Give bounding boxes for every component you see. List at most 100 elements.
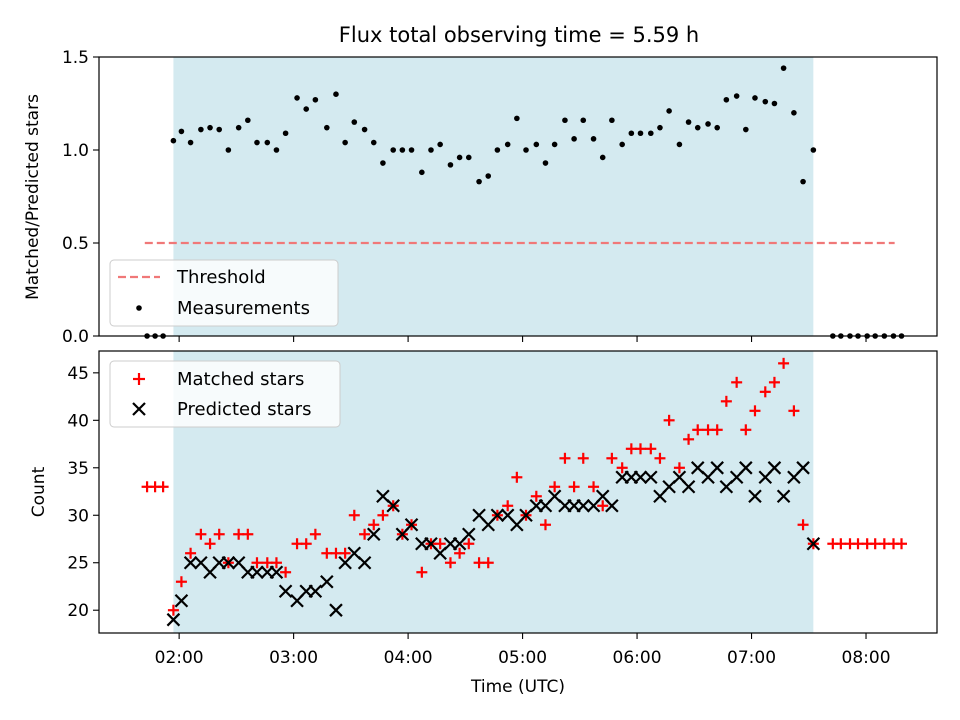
matched-star-marker	[270, 557, 282, 569]
measurement-point	[187, 139, 194, 146]
matched-star-marker	[454, 547, 466, 559]
matched-star-marker	[530, 490, 542, 502]
matched-star-marker	[692, 424, 704, 436]
measurement-point	[647, 130, 654, 137]
matched-star-marker	[597, 500, 609, 512]
measurement-point	[676, 141, 683, 148]
bottom-panel: 02:00 03:00 04:00 05:00 06:00 07:00 08:00 20 25…	[29, 350, 938, 697]
measurement-point	[666, 108, 672, 114]
measurement-point	[771, 100, 778, 107]
matched-star-marker	[577, 452, 589, 464]
matched-star-marker	[416, 566, 428, 578]
measurement-point	[780, 65, 787, 71]
matched-star-marker	[740, 424, 752, 436]
matched-star-marker	[683, 433, 695, 445]
chart-title: Flux total observing time = 5.59 h	[339, 23, 699, 47]
top-y-tick-label: 1.0	[62, 141, 89, 161]
matched-star-marker	[588, 481, 600, 493]
matched-star-marker	[463, 538, 475, 550]
matched-star-marker	[778, 357, 790, 369]
matched-star-marker	[654, 452, 666, 464]
legend-matched-swatch	[133, 373, 145, 385]
matched-star-marker	[157, 481, 169, 493]
matched-star-marker	[434, 538, 446, 550]
predicted-star-marker	[748, 489, 762, 504]
legend-matched-label: Matched stars	[177, 369, 304, 390]
measurement-point	[264, 139, 271, 146]
measurement-point	[504, 141, 511, 148]
measurement-point	[476, 178, 482, 185]
predicted-star-marker	[490, 508, 505, 523]
measurement-point	[628, 130, 635, 137]
matched-star-marker	[896, 538, 908, 550]
matched-star-marker	[368, 519, 380, 531]
matched-star-marker	[549, 481, 561, 493]
measurement-point	[762, 98, 769, 105]
measurement-point	[235, 124, 242, 131]
measurement-point	[465, 154, 472, 161]
matched-star-marker	[300, 538, 312, 550]
matched-star-marker	[339, 547, 351, 559]
bottom-y-tick-label: 20	[67, 601, 89, 621]
measurement-point	[351, 119, 358, 125]
matched-star-marker	[645, 443, 657, 455]
legend-threshold-label: Threshold	[176, 267, 266, 288]
top-panel-frame	[98, 56, 938, 337]
predicted-star-marker	[739, 461, 753, 475]
measurement-point	[743, 126, 749, 133]
measurement-point	[657, 124, 663, 131]
matched-star-marker	[348, 509, 360, 521]
predicted-star-marker	[320, 574, 334, 589]
measurement-point	[254, 139, 260, 146]
predicted-star-marker	[404, 517, 419, 532]
measurement-point	[694, 124, 701, 131]
x-tick-label: 05:00	[498, 648, 547, 668]
measurement-point	[312, 96, 319, 103]
measurement-point	[447, 162, 454, 168]
measurement-point	[225, 147, 232, 153]
matched-star-marker	[663, 414, 675, 426]
matched-star-marker	[539, 519, 551, 531]
matched-star-marker	[482, 557, 494, 569]
measurement-point	[245, 117, 251, 124]
matched-star-marker	[204, 538, 216, 550]
top-y-tick-label: 0.0	[62, 327, 89, 347]
legend-measurements-swatch	[136, 305, 142, 311]
measurement-point	[178, 128, 185, 135]
measurement-point	[380, 160, 386, 166]
measurement-point	[324, 124, 330, 131]
predicted-star-marker	[806, 536, 821, 551]
matched-star-marker	[768, 376, 780, 388]
x-axis-label: Time (UTC)	[470, 677, 565, 697]
matched-star-marker	[568, 481, 580, 493]
measurement-point	[216, 126, 223, 133]
matched-star-marker	[280, 566, 292, 578]
measurement-point	[456, 154, 463, 161]
predicted-star-marker	[644, 470, 658, 485]
measurement-point	[723, 96, 730, 103]
measurement-point	[282, 130, 289, 137]
measurement-point	[361, 126, 368, 133]
predicted-star-marker	[166, 612, 181, 627]
legend-predicted-swatch	[132, 402, 146, 416]
measurement-point	[562, 117, 568, 124]
top-legend: Threshold Measurements	[109, 259, 339, 327]
measurement-point	[580, 117, 587, 124]
matched-star-marker	[673, 462, 685, 474]
bottom-y-tick-label: 30	[67, 506, 89, 526]
measurement-point	[390, 147, 397, 153]
measurement-point	[428, 147, 434, 153]
predicted-star-marker	[221, 555, 236, 570]
predicted-star-marker	[329, 603, 343, 617]
matched-star-marker	[634, 443, 646, 455]
measurement-point	[551, 141, 558, 148]
matched-star-marker	[616, 462, 628, 474]
predicted-star-marker	[767, 461, 782, 475]
bottom-y-tick-label: 45	[67, 364, 89, 384]
bottom-y-tick-label: 40	[67, 411, 89, 431]
matched-star-marker	[711, 424, 723, 436]
measurement-point	[733, 93, 740, 99]
measurement-point	[800, 178, 806, 185]
matched-star-marker	[309, 528, 321, 540]
